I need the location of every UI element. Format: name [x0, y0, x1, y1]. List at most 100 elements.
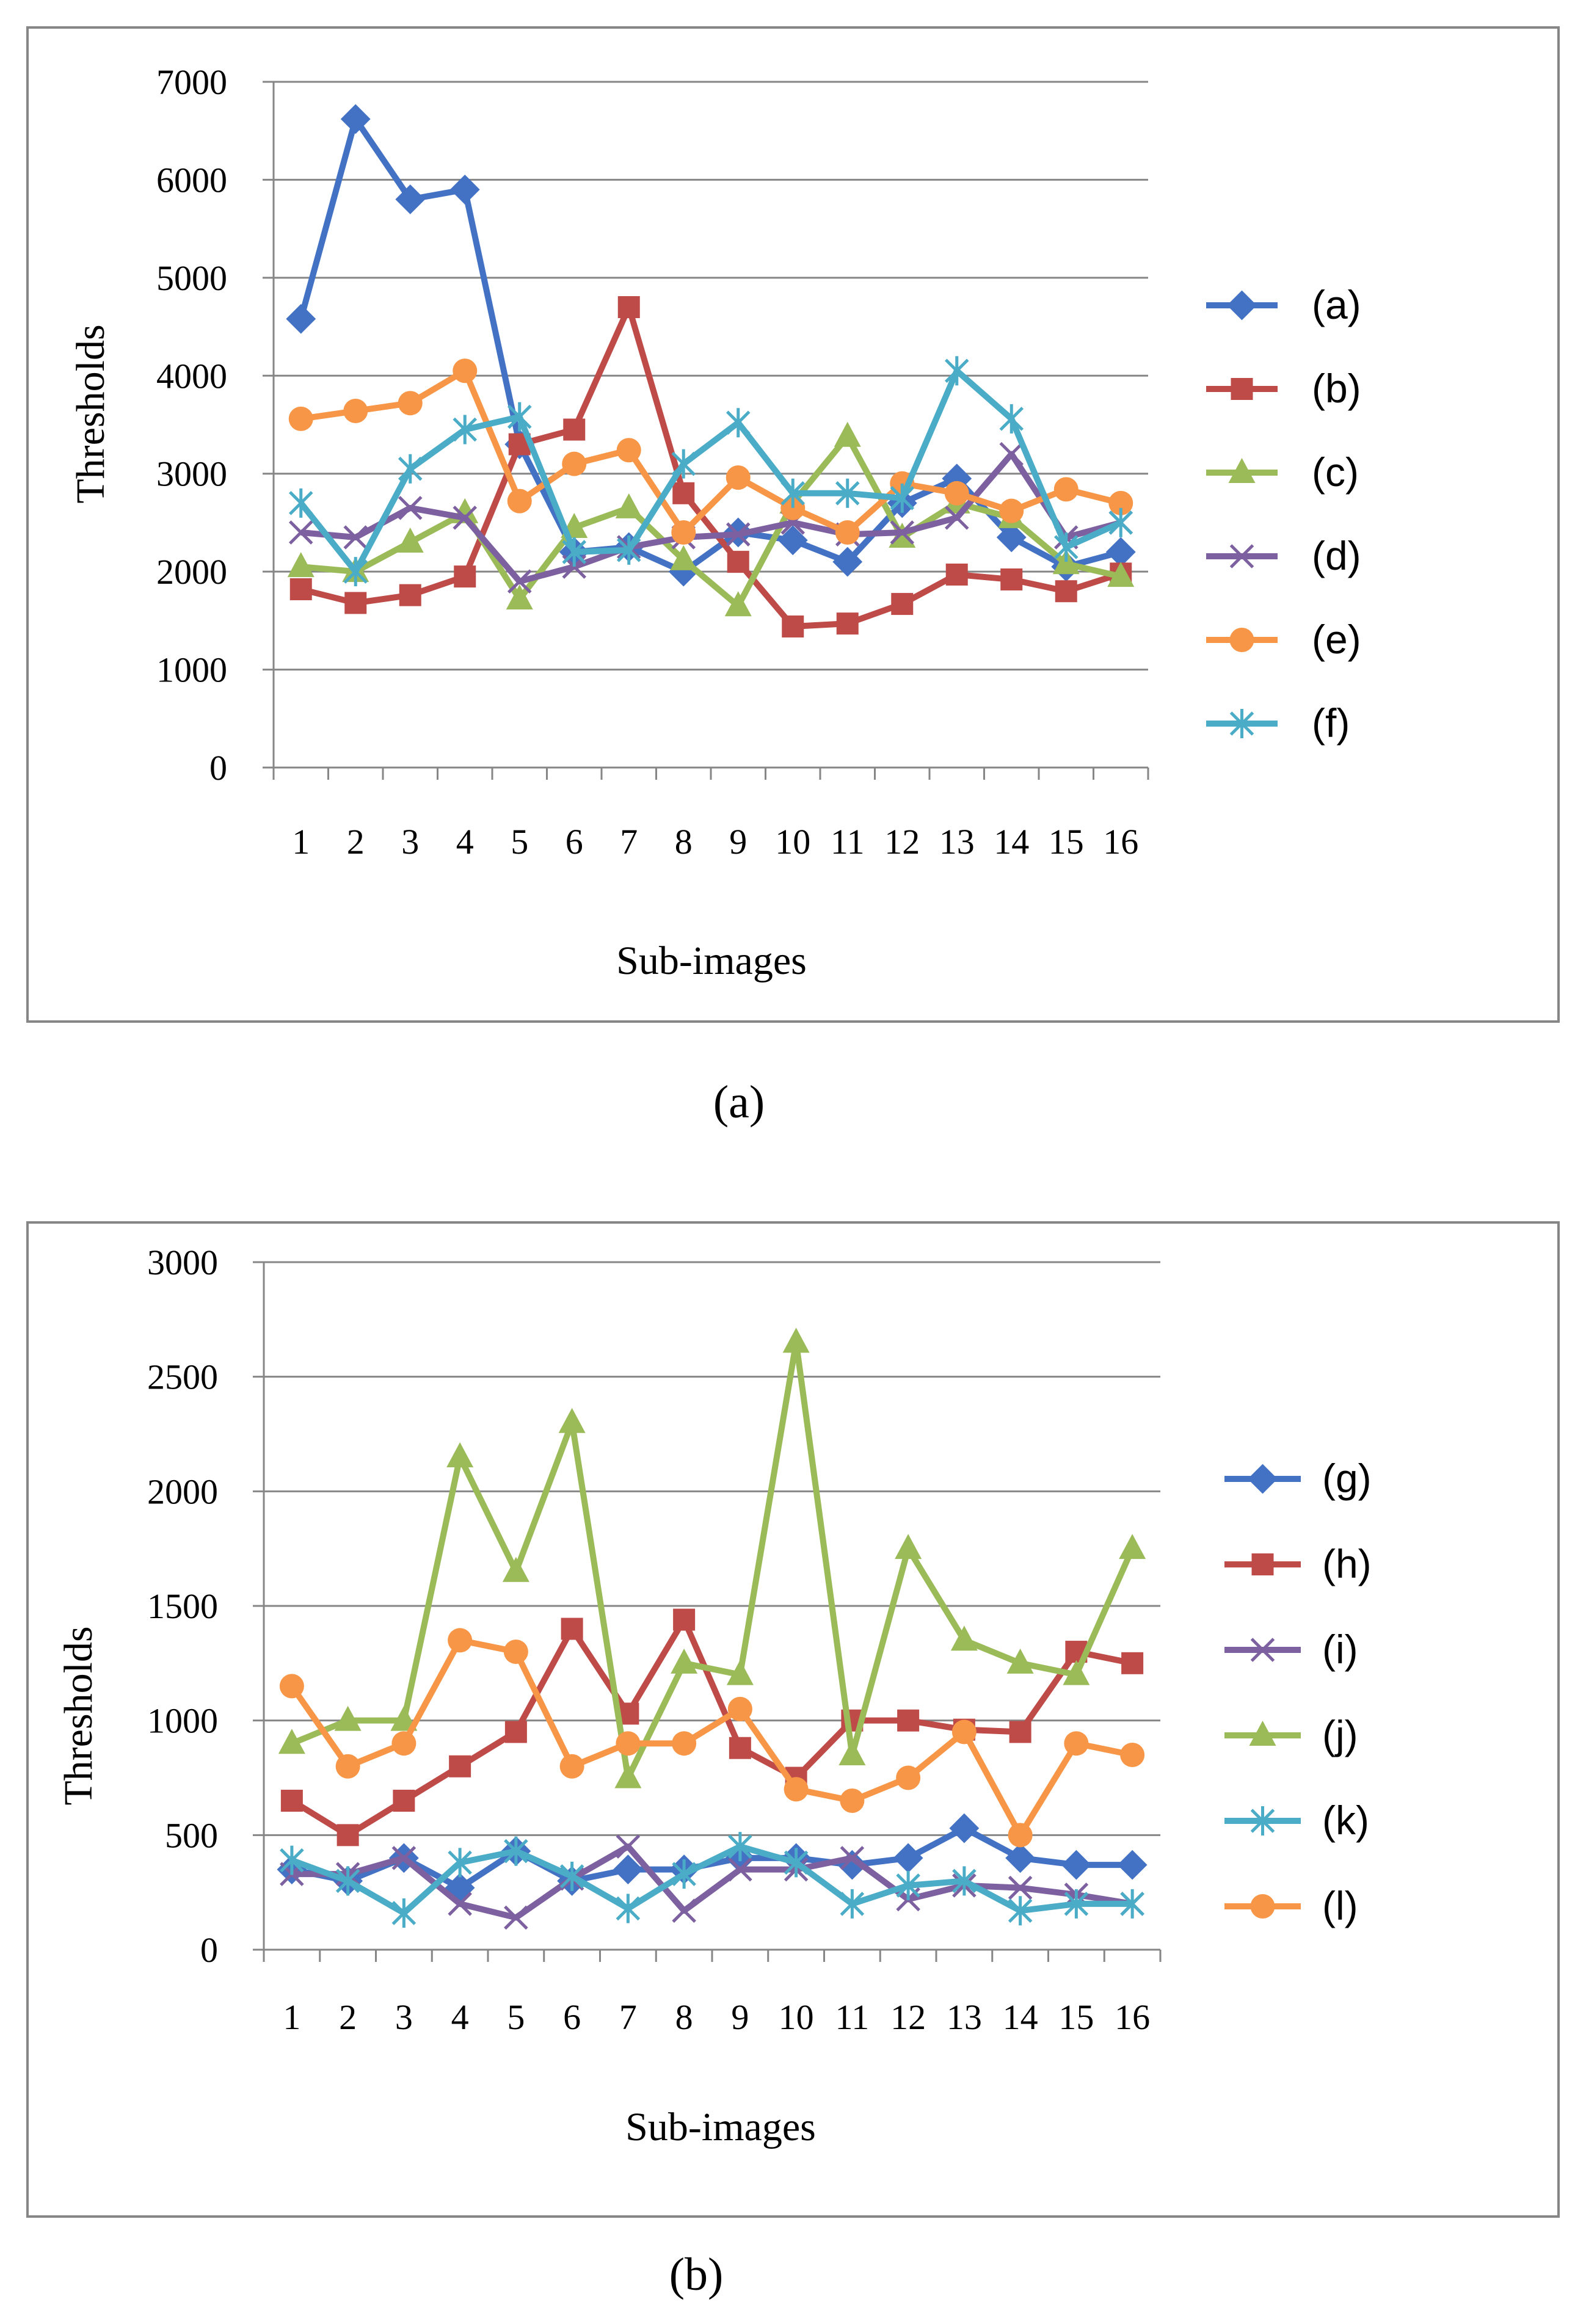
data-point [279, 1674, 304, 1699]
data-point [840, 1846, 865, 1870]
data-point [999, 404, 1024, 434]
legend-marker [1250, 1806, 1275, 1836]
data-point [1117, 1850, 1148, 1880]
data-point [836, 612, 859, 635]
legend-label: (c) [1312, 449, 1359, 495]
legend-item: (a) [1206, 282, 1361, 327]
legend-label: (k) [1322, 1798, 1369, 1843]
data-point [1121, 1652, 1144, 1674]
x-tick-label: 5 [507, 1997, 525, 2037]
x-tick-label: 15 [1058, 1997, 1094, 2037]
legend-item: (i) [1224, 1627, 1358, 1672]
x-tick-label: 4 [456, 822, 474, 862]
data-point [616, 438, 641, 463]
data-point [726, 465, 751, 490]
legend-marker [1248, 1464, 1278, 1494]
data-point [896, 1870, 920, 1900]
data-point [1063, 1660, 1090, 1685]
data-point [1061, 1850, 1091, 1880]
data-point [286, 303, 316, 334]
data-point [504, 1721, 527, 1743]
data-point [395, 184, 426, 214]
x-tick-label: 10 [775, 822, 810, 862]
chart-a-x-axis-title: Sub-images [616, 939, 807, 983]
x-tick-label: 16 [1103, 822, 1138, 862]
x-tick-label: 11 [835, 1997, 869, 2037]
data-point [1053, 477, 1079, 502]
data-point [336, 1824, 359, 1846]
x-tick-label: 9 [731, 1997, 749, 2037]
data-point [896, 1765, 921, 1790]
data-point [507, 402, 532, 432]
y-tick-label: 2000 [156, 552, 227, 592]
x-tick-label: 1 [292, 822, 310, 862]
data-point [288, 406, 313, 431]
data-point [561, 1618, 583, 1640]
data-point [834, 421, 861, 447]
data-point [614, 1763, 642, 1788]
series-line-j [290, 1339, 1135, 1781]
data-point [671, 1648, 698, 1674]
data-point [613, 1854, 643, 1885]
data-point [449, 1755, 471, 1777]
chart-b-y-axis-title: Thresholds [56, 1626, 101, 1805]
legend-marker [1249, 1721, 1276, 1746]
legend-marker [1228, 458, 1256, 483]
data-point [390, 1705, 418, 1731]
data-point [671, 449, 696, 479]
data-point [1064, 1731, 1089, 1756]
data-point [729, 1737, 751, 1759]
legend-item: (f) [1206, 700, 1350, 746]
data-point [616, 535, 641, 565]
data-point [840, 1788, 865, 1814]
data-point [504, 1836, 528, 1866]
y-tick-label: 3000 [156, 454, 227, 494]
x-tick-label: 11 [831, 822, 865, 862]
y-tick-label: 3000 [147, 1243, 218, 1282]
data-point [840, 1889, 865, 1919]
x-tick-label: 1 [283, 1997, 300, 2037]
y-tick-label: 0 [209, 748, 227, 788]
x-tick-label: 10 [779, 1997, 814, 2037]
legend-marker [1229, 709, 1254, 738]
data-point [895, 1534, 922, 1560]
data-point [945, 563, 968, 586]
x-tick-label: 12 [884, 822, 920, 862]
data-point [391, 1731, 417, 1756]
data-point [616, 1894, 641, 1923]
x-tick-label: 12 [890, 1997, 926, 2037]
legend-marker [1251, 1553, 1274, 1575]
data-point [504, 1905, 528, 1930]
legend-item: (g) [1224, 1456, 1372, 1501]
x-tick-label: 2 [347, 822, 365, 862]
x-tick-label: 3 [401, 822, 419, 862]
x-tick-label: 7 [619, 1997, 637, 2037]
data-point [999, 441, 1024, 467]
data-point [784, 1848, 809, 1878]
data-point [782, 615, 804, 637]
data-point [1006, 1648, 1034, 1674]
data-point [454, 565, 476, 588]
data-point [1009, 1721, 1031, 1743]
x-tick-label: 16 [1115, 1997, 1150, 2037]
chart-a-series [286, 104, 1136, 637]
x-tick-label: 14 [1003, 1997, 1038, 2037]
x-tick-label: 13 [939, 822, 975, 862]
data-point [672, 482, 695, 504]
legend-item: (l) [1224, 1883, 1358, 1928]
series-line-c [300, 433, 1122, 609]
data-point [1008, 1823, 1033, 1848]
data-point [398, 454, 423, 484]
data-point [616, 1731, 641, 1756]
data-point [832, 547, 863, 577]
series-line-d [300, 451, 1122, 585]
data-point [952, 1866, 977, 1896]
legend-marker [1229, 628, 1254, 652]
data-point [340, 104, 371, 134]
data-point [782, 1327, 810, 1353]
